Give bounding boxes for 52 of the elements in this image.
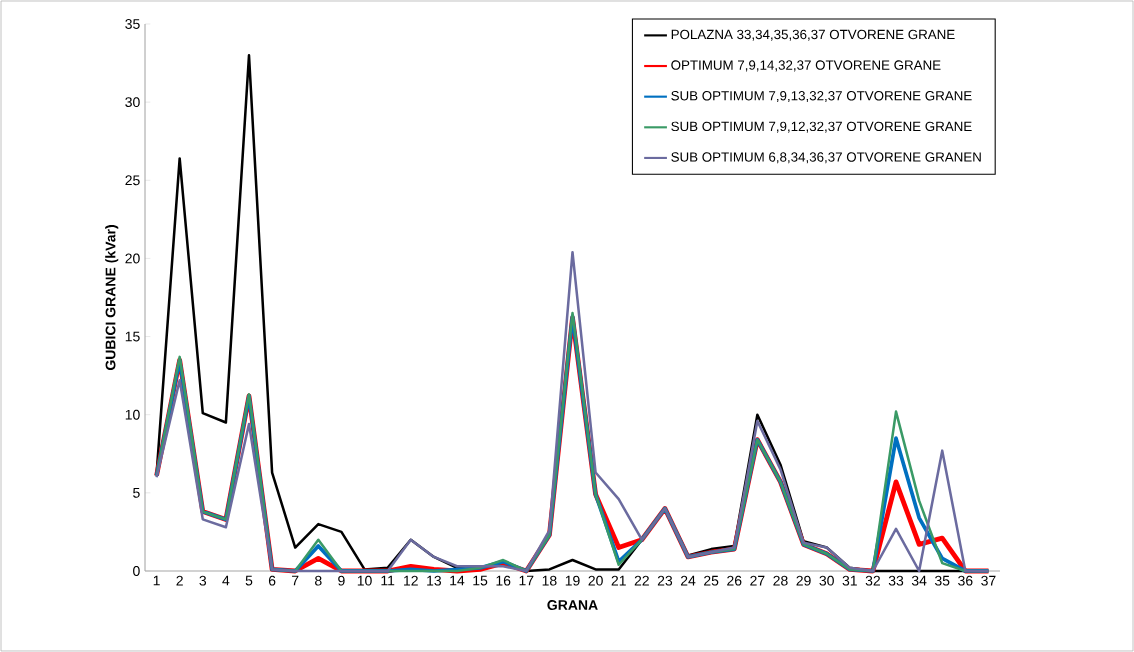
x-tick-label: 34: [911, 575, 927, 586]
x-tick-label: 15: [473, 575, 488, 586]
x-tick-label: 18: [542, 575, 557, 586]
x-tick-label: 3: [199, 575, 207, 586]
x-tick-label: 25: [704, 575, 719, 586]
x-tick-label: 7: [292, 575, 299, 586]
x-tick-label: 24: [680, 575, 696, 586]
x-tick-label: 37: [981, 575, 996, 586]
x-tick-label: 20: [588, 575, 603, 586]
x-axis-title: GRANA: [547, 600, 598, 611]
y-tick-label: 25: [125, 175, 140, 186]
x-tick-label: 22: [634, 575, 649, 586]
y-tick-label: 5: [133, 487, 140, 498]
x-tick-label: 32: [865, 575, 880, 586]
x-tick-label: 14: [450, 575, 465, 586]
x-tick-label: 19: [565, 575, 580, 586]
x-tick-label: 35: [934, 575, 950, 586]
x-tick-label: 36: [958, 575, 973, 586]
x-tick-label: 33: [888, 575, 904, 586]
x-tick-label: 4: [222, 575, 230, 586]
x-tick-label: 23: [657, 575, 673, 586]
x-tick-label: 6: [268, 575, 276, 586]
y-tick-label: 15: [125, 331, 140, 342]
y-tick-label: 35: [125, 19, 140, 29]
x-tick-label: 2: [176, 575, 183, 586]
x-tick-label: 5: [245, 575, 253, 586]
x-tick-label: 21: [611, 575, 626, 586]
x-tick-label: 30: [819, 575, 834, 586]
x-tick-label: 11: [381, 575, 395, 586]
x-tick-label: 31: [842, 575, 857, 586]
x-tick-label: 12: [404, 575, 418, 586]
x-tick-label: 17: [519, 575, 534, 586]
x-tick-label: 1: [153, 575, 160, 586]
y-tick-label: 10: [125, 409, 140, 420]
x-tick-label: 16: [496, 575, 511, 586]
x-tick-label: 9: [338, 575, 345, 586]
x-tick-label: 13: [427, 575, 442, 586]
x-tick-label: 10: [357, 575, 372, 586]
y-tick-label: 30: [125, 97, 140, 108]
legend-label: SUB OPTIMUM 7,9,12,32,37 OTVORENE GRANE: [671, 121, 972, 133]
legend-label: POLAZNA 33,34,35,36,37 OTVORENE GRANE: [671, 29, 955, 41]
y-tick-label: 20: [125, 253, 140, 264]
x-tick-label: 27: [750, 575, 765, 586]
legend-label: SUB OPTIMUM 6,8,34,36,37 OTVORENE GRANEN: [671, 152, 981, 164]
y-tick-label: 0: [133, 566, 140, 576]
legend-label: SUB OPTIMUM 7,9,13,32,37 OTVORENE GRANE: [671, 91, 972, 103]
x-tick-label: 8: [315, 575, 322, 586]
legend-label: OPTIMUM 7,9,14,32,37 OTVORENE GRANE: [671, 60, 941, 72]
x-tick-label: 29: [796, 575, 811, 586]
x-tick-label: 26: [727, 575, 742, 586]
y-axis-title: GUBICI GRANE (kVar): [105, 225, 119, 371]
x-tick-label: 28: [773, 575, 788, 586]
